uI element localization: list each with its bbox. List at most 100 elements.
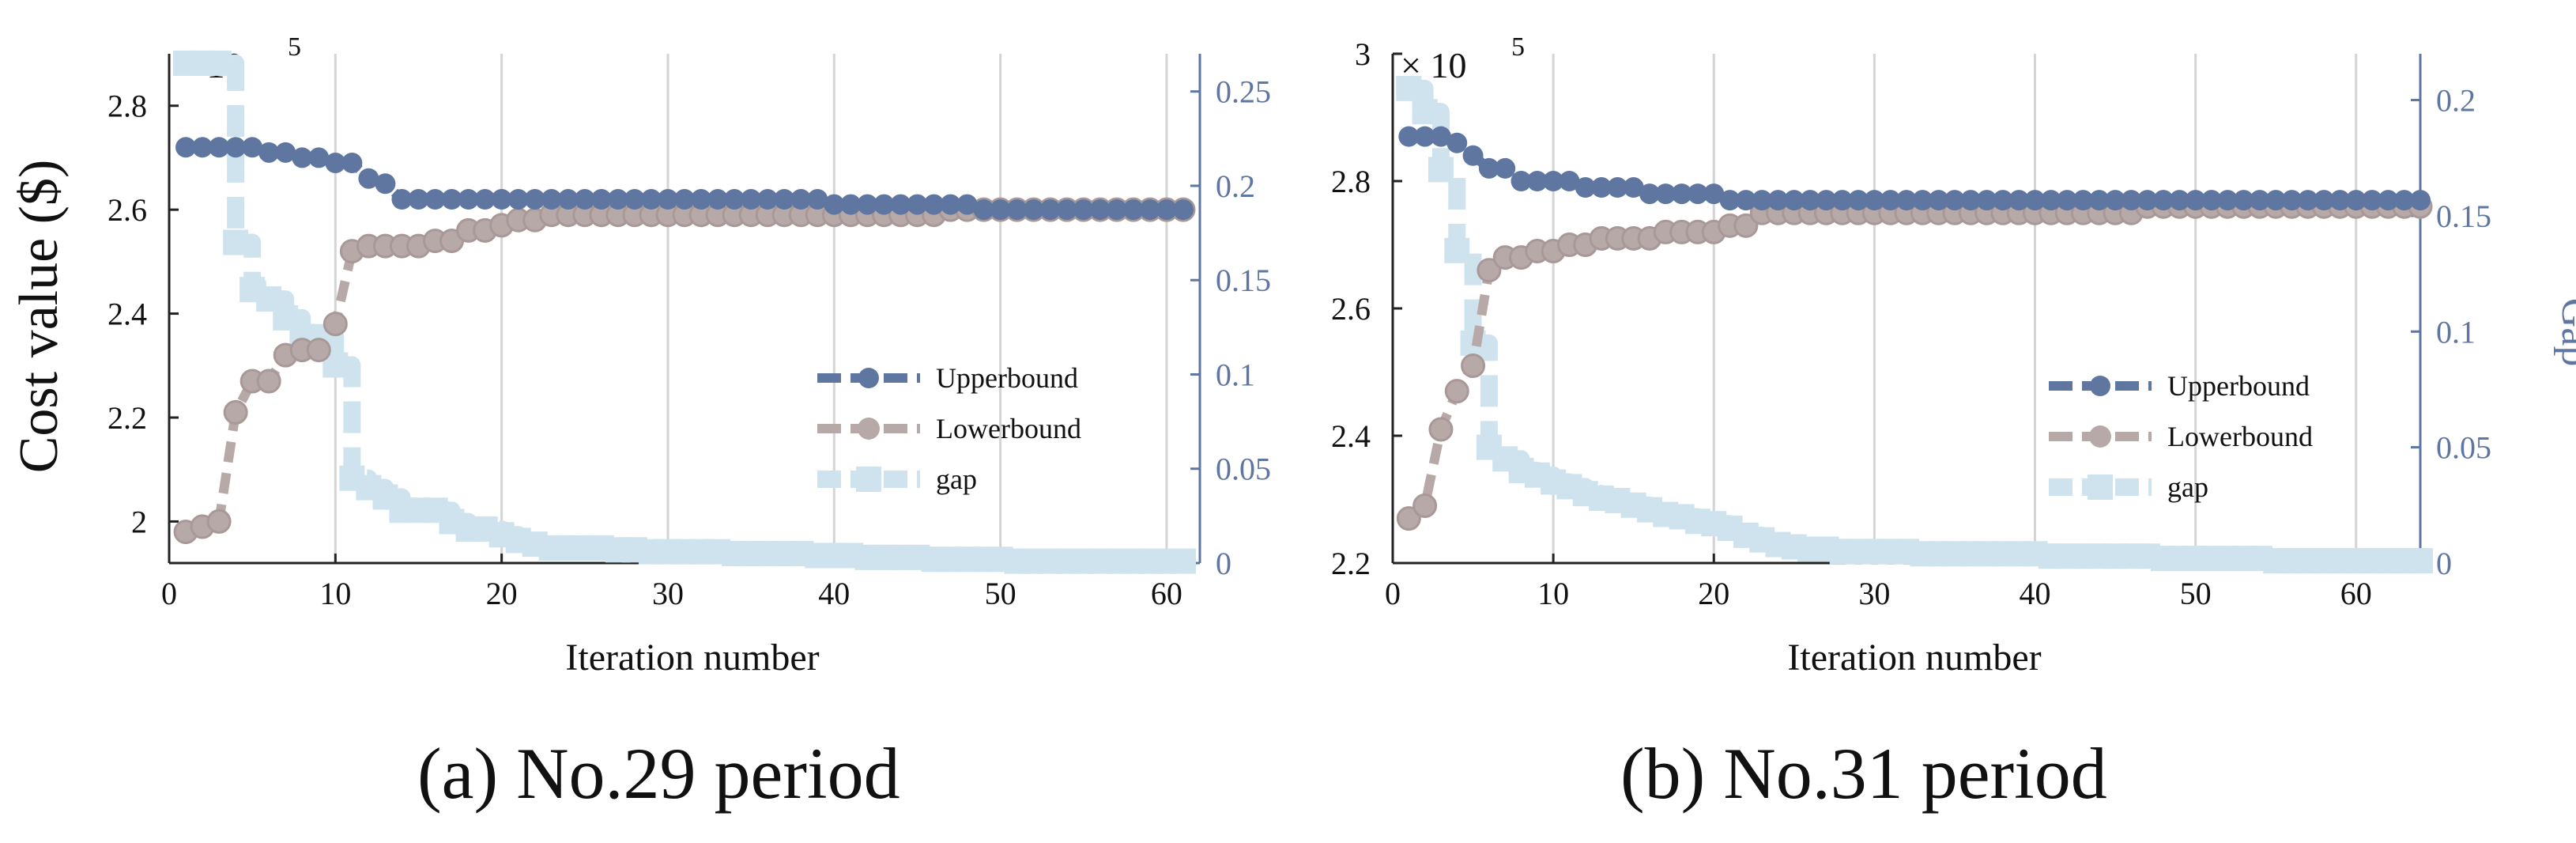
- upperbound-point: [1896, 190, 1917, 211]
- upperbound-point: [242, 137, 263, 158]
- y2-tick-label: 0.15: [1216, 263, 1271, 298]
- upperbound-point: [1559, 171, 1580, 191]
- lowerbound-point: [1428, 417, 1454, 442]
- x-axis-title: Iteration number: [565, 637, 819, 679]
- upperbound-point: [674, 189, 695, 210]
- upperbound-point: [275, 142, 296, 163]
- y-tick-label: 2.2: [1331, 546, 1371, 581]
- upperbound-point: [607, 189, 628, 210]
- upperbound-point: [1671, 183, 1692, 205]
- series-line-gap: [186, 54, 1183, 570]
- upperbound-point: [2024, 190, 2046, 211]
- x-axis-title: Iteration number: [1787, 637, 2041, 679]
- upperbound-point: [1575, 177, 1596, 198]
- upperbound-point: [2057, 190, 2078, 211]
- upperbound-point: [1992, 190, 2013, 211]
- y-tick-label: 2.4: [107, 297, 147, 332]
- upperbound-point: [491, 189, 512, 210]
- y2-axis-title: Gap: [2553, 298, 2576, 367]
- upperbound-point: [341, 153, 363, 173]
- upperbound-point: [1122, 199, 1144, 221]
- upperbound-point: [1831, 190, 1853, 211]
- upperbound-point: [2217, 190, 2238, 211]
- upperbound-point: [1848, 190, 1869, 211]
- legend: Upperbound Lowerbound gap: [2049, 370, 2313, 503]
- upperbound-point: [1960, 190, 1982, 211]
- upperbound-point: [441, 189, 462, 210]
- legend-marker-upperbound: [2090, 376, 2110, 396]
- upperbound-point: [973, 199, 994, 221]
- upperbound-point: [2329, 190, 2351, 211]
- x-tick-label: 60: [2340, 576, 2372, 611]
- gap-point: [1396, 75, 1422, 101]
- upperbound-point: [907, 194, 928, 215]
- upperbound-point: [2137, 190, 2158, 211]
- upperbound-point: [2153, 190, 2174, 211]
- exponent-power: 5: [288, 32, 301, 62]
- upperbound-point: [1106, 199, 1127, 221]
- upperbound-point: [1607, 177, 1628, 198]
- upperbound-point: [707, 189, 729, 210]
- gap-point: [223, 229, 249, 255]
- upperbound-point: [1928, 190, 1949, 211]
- upperbound-point: [1719, 190, 1741, 211]
- caption-a: (a) No.29 period: [417, 733, 900, 814]
- upperbound-point: [890, 194, 911, 215]
- upperbound-point: [1526, 171, 1548, 191]
- upperbound-point: [590, 189, 612, 210]
- x-tick-label: 40: [818, 576, 850, 611]
- chart-a: 0 10 20 30 40 50 60 2 2.2 2.4 2.6 2.8 0 0.05 0.1 0.15 0.…: [9, 32, 1271, 679]
- upperbound-point: [557, 189, 579, 210]
- x-tick-label: 10: [1537, 576, 1569, 611]
- upperbound-point: [2072, 190, 2094, 211]
- legend-label-lowerbound: Lowerbound: [936, 413, 1081, 444]
- legend-label-upperbound: Upperbound: [2167, 370, 2310, 402]
- series-upperbound: [1398, 126, 2431, 211]
- y2-tick-label: 0.2: [1216, 168, 1255, 204]
- upperbound-point: [1172, 199, 1194, 221]
- legend-marker-lowerbound: [2089, 425, 2111, 448]
- upperbound-point: [1006, 199, 1028, 221]
- y2-tick-label: 0.1: [2436, 314, 2476, 350]
- gap-point: [1428, 157, 1454, 183]
- upperbound-point: [325, 153, 346, 173]
- upperbound-point: [940, 194, 961, 215]
- upperbound-point: [724, 189, 745, 210]
- upperbound-point: [1864, 190, 1885, 211]
- upperbound-point: [1414, 126, 1435, 147]
- x-tick-label: 60: [1151, 576, 1182, 611]
- upperbound-point: [1462, 145, 1484, 166]
- upperbound-point: [1752, 190, 1773, 211]
- upperbound-point: [1511, 171, 1532, 191]
- legend-label-lowerbound: Lowerbound: [2167, 421, 2313, 452]
- upperbound-point: [1156, 199, 1177, 221]
- upperbound-point: [1398, 126, 1420, 147]
- upperbound-point: [1976, 190, 1997, 211]
- upperbound-point: [1623, 177, 1644, 198]
- x-tick-label: 50: [2180, 576, 2212, 611]
- upperbound-point: [209, 137, 230, 158]
- y2-tick-label: 0.2: [2436, 83, 2476, 119]
- upperbound-point: [657, 189, 678, 210]
- upperbound-point: [774, 189, 795, 210]
- upperbound-point: [1767, 190, 1789, 211]
- x-tick-label: 50: [985, 576, 1016, 611]
- upperbound-point: [1816, 190, 1837, 211]
- upperbound-point: [175, 137, 197, 158]
- chart-b: 0 10 20 30 40 50 602.22.42.62.8300.050.10.150.…: [1331, 32, 2576, 679]
- upperbound-point: [2249, 190, 2270, 211]
- gap-point: [206, 50, 232, 76]
- upperbound-point: [2345, 190, 2367, 211]
- y-tick-label: 2.8: [1331, 164, 1371, 199]
- x-tick-label: 40: [2020, 576, 2051, 611]
- upperbound-point: [1687, 183, 1708, 205]
- upperbound-point: [807, 189, 828, 210]
- upperbound-point: [507, 189, 529, 210]
- legend-marker-gap: [856, 467, 881, 492]
- lowerbound-point: [306, 338, 331, 363]
- y-tick-label: 2.6: [1331, 291, 1371, 327]
- y-tick-label: 2.8: [107, 89, 147, 124]
- upperbound-point: [1912, 190, 1933, 211]
- upperbound-point: [541, 189, 562, 210]
- upperbound-point: [1023, 199, 1044, 221]
